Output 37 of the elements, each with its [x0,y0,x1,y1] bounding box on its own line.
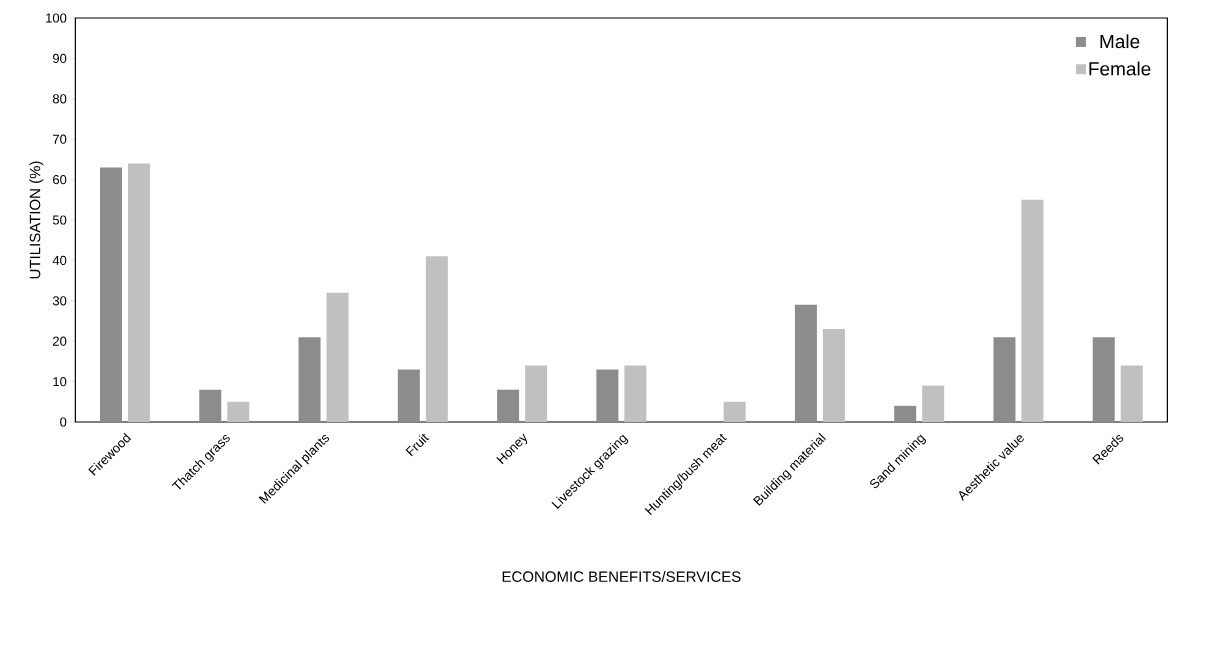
legend-label: Male [1100,34,1140,49]
bar [723,401,746,422]
bar [298,337,321,422]
bar [100,167,122,422]
y-tick-label: 0 [60,417,67,427]
y-tick-label: 50 [52,215,67,225]
bar [397,369,420,422]
bar [199,389,222,422]
y-tick-label: 60 [53,174,67,185]
x-axis-title: ECONOMIC BENEFITS/SERVICES [502,570,741,582]
legend-label: Female [1089,61,1151,76]
bar [1021,199,1044,422]
bar [624,365,647,422]
y-tick-label: 90 [52,53,67,63]
bar [227,401,250,422]
bar [326,292,349,422]
y-tick-label: 20 [53,336,67,346]
y-tick-label: 10 [53,376,67,387]
y-tick-label: 100 [46,13,67,23]
bar [993,337,1016,422]
y-axis-title: UTILISATION (%) [29,161,44,279]
bar [894,405,917,422]
y-tick-label: 40 [52,255,67,265]
bar [794,304,817,422]
bar [922,385,945,422]
bar [128,163,150,422]
bar [497,389,520,422]
bar [596,369,619,422]
y-tick-label: 70 [53,134,67,144]
bar [525,365,548,422]
bar [822,329,845,422]
bar [1120,365,1143,422]
y-tick-label: 30 [52,296,67,306]
bar [1092,337,1115,422]
y-tick-label: 80 [52,94,67,104]
bar [425,256,448,422]
x-tick-label: Fruit [405,433,430,457]
